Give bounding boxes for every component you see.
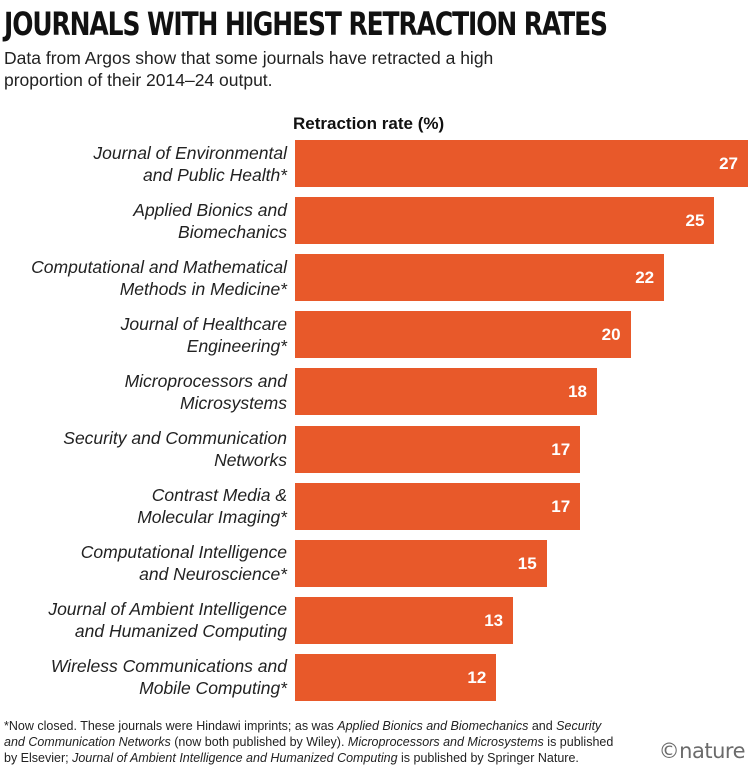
bar-row: Contrast Media & Molecular Imaging* 17	[0, 482, 751, 530]
bar-row: Microprocessors and Microsystems 18	[0, 368, 751, 416]
category-label: Contrast Media & Molecular Imaging*	[0, 483, 287, 530]
bar-row: Wireless Communications and Mobile Comput…	[0, 653, 751, 701]
footnote: *Now closed. These journals were Hindawi…	[4, 718, 624, 766]
category-label: Journal of Healthcare Engineering*	[0, 311, 287, 358]
bar-value-label: 18	[568, 382, 587, 402]
bar	[295, 482, 581, 530]
category-label: Journal of Environmental and Public Healt…	[0, 140, 287, 187]
bar-value-label: 22	[635, 268, 655, 288]
category-label-line: Journal of Environmental	[93, 142, 287, 163]
bar	[295, 596, 514, 644]
bar-row: Computational and Mathematical Methods in…	[0, 254, 751, 302]
bar-row: Journal of Healthcare Engineering* 20	[0, 311, 751, 359]
footnote-text: and	[528, 719, 557, 733]
bar-row: Journal of Ambient Intelligence and Human…	[0, 596, 751, 644]
bar-row: Journal of Environmental and Public Healt…	[0, 140, 751, 187]
bar-row: Applied Bionics and Biomechanics 25	[0, 197, 751, 245]
bar-value-label: 17	[551, 439, 571, 459]
category-label-line: Security and Communication	[63, 428, 287, 448]
category-label: Applied Bionics and Biomechanics	[0, 197, 287, 244]
footnote-text: *Now closed. These journals were Hindawi…	[4, 719, 338, 733]
footnote-text: is published by Elsevier;	[4, 735, 614, 765]
bar	[295, 368, 597, 416]
category-label-line: Molecular Imaging*	[137, 507, 287, 528]
footnote-journal-name: Microprocessors and Microsystems	[347, 735, 544, 749]
bar	[295, 197, 715, 245]
bar-value-label: 15	[517, 553, 537, 573]
category-label-line: Computational and Mathematical	[31, 256, 287, 277]
category-label-line: Networks	[214, 450, 287, 470]
category-label: Computational and Mathematical Methods in…	[0, 254, 287, 301]
category-label-line: Microprocessors and	[124, 370, 287, 391]
category-label-line: and Humanized Computing	[74, 621, 287, 642]
bar-row: Security and Communication Networks 17	[0, 425, 751, 473]
chart-title: JOURNALS WITH HIGHEST RETRACTION RATES	[4, 5, 608, 43]
bar-value-label: 25	[685, 211, 705, 231]
category-label-line: Wireless Communications and	[50, 656, 287, 677]
bar	[295, 539, 547, 587]
category-label-line: Biomechanics	[178, 221, 287, 242]
category-label: Computational Intelligence and Neuroscien…	[0, 540, 287, 587]
bar	[295, 311, 631, 359]
category-label: Wireless Communications and Mobile Comput…	[0, 654, 287, 701]
category-label: Journal of Ambient Intelligence and Human…	[0, 597, 287, 644]
bar-value-label: 13	[484, 610, 504, 630]
category-label-line: Computational Intelligence	[80, 542, 287, 563]
bar	[295, 254, 665, 302]
category-label-line: Contrast Media &	[151, 485, 287, 506]
category-label-line: Journal of Healthcare	[120, 313, 287, 334]
category-label-line: Engineering*	[186, 335, 287, 356]
bar	[295, 653, 497, 701]
category-label: Microprocessors and Microsystems	[0, 368, 287, 415]
category-label-line: and Public Health*	[143, 164, 287, 185]
bar	[295, 140, 748, 187]
bar-value-label: 20	[601, 325, 621, 345]
category-label-line: Applied Bionics and	[133, 199, 287, 220]
x-axis-label: Retraction rate (%)	[293, 114, 445, 133]
bar	[295, 425, 581, 473]
bar-value-label: 27	[719, 154, 738, 173]
category-label-line: Microsystems	[180, 392, 287, 413]
category-label: Security and Communication Networks	[0, 426, 287, 473]
footnote-journal-name: Journal of Ambient Intelligence and Huma…	[72, 751, 398, 765]
footnote-text: (now both published by Wiley).	[170, 735, 348, 749]
footnote-journal-name: Applied Bionics and Biomechanics	[337, 719, 529, 733]
footnote-text: is published by Springer Nature.	[397, 751, 579, 765]
chart-subtitle: Data from Argos show that some journals …	[4, 48, 494, 90]
bar-value-label: 12	[467, 667, 487, 687]
bar-row: Computational Intelligence and Neuroscien…	[0, 539, 751, 587]
bar-value-label: 17	[551, 496, 571, 516]
nature-logo: ©nature	[658, 739, 746, 763]
category-label-line: and Neuroscience*	[139, 564, 287, 585]
category-label-line: Mobile Computing*	[139, 678, 287, 699]
category-label-line: Methods in Medicine*	[119, 278, 287, 299]
footnote-journal-name: Security and Communication Networks	[4, 719, 602, 749]
category-label-line: Journal of Ambient Intelligence	[48, 599, 287, 620]
